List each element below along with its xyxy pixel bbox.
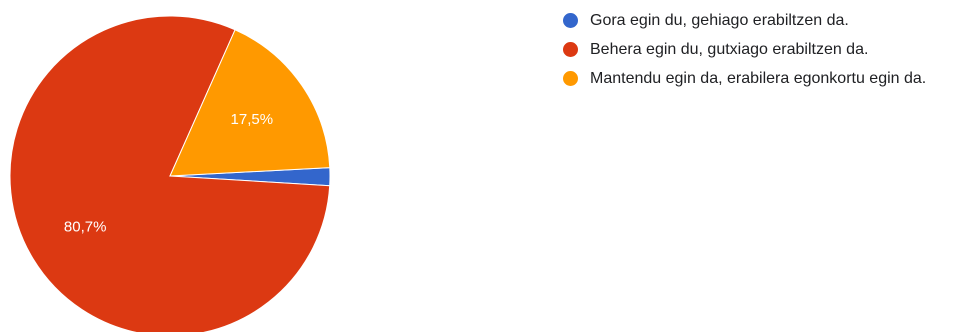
legend-swatch-gora bbox=[563, 13, 578, 28]
legend-label-mantendu: Mantendu egin da, erabilera egonkortu eg… bbox=[590, 70, 927, 87]
pie-chart: 80,7% 17,5% bbox=[9, 15, 331, 332]
pie-data-label-behera: 80,7% bbox=[64, 218, 107, 235]
legend-item-gora[interactable]: Gora egin du, gehiago erabiltzen da. bbox=[563, 10, 963, 32]
legend-item-mantendu[interactable]: Mantendu egin da, erabilera egonkortu eg… bbox=[563, 68, 963, 90]
pie-data-label-mantendu: 17,5% bbox=[231, 111, 274, 128]
pie-data-labels: 80,7% 17,5% bbox=[64, 111, 273, 236]
legend-swatch-mantendu bbox=[563, 71, 578, 86]
pie-slices bbox=[9, 15, 331, 332]
legend-label-gora: Gora egin du, gehiago erabiltzen da. bbox=[590, 12, 849, 29]
legend-swatch-behera bbox=[563, 42, 578, 57]
pie-slice-behera[interactable] bbox=[9, 15, 331, 332]
legend-item-behera[interactable]: Behera egin du, gutxiago erabiltzen da. bbox=[563, 39, 963, 61]
pie-slice-mantendu[interactable] bbox=[169, 29, 331, 177]
chart-legend: Gora egin du, gehiago erabiltzen da. Beh… bbox=[563, 10, 963, 97]
legend-label-behera: Behera egin du, gutxiago erabiltzen da. bbox=[590, 41, 869, 58]
